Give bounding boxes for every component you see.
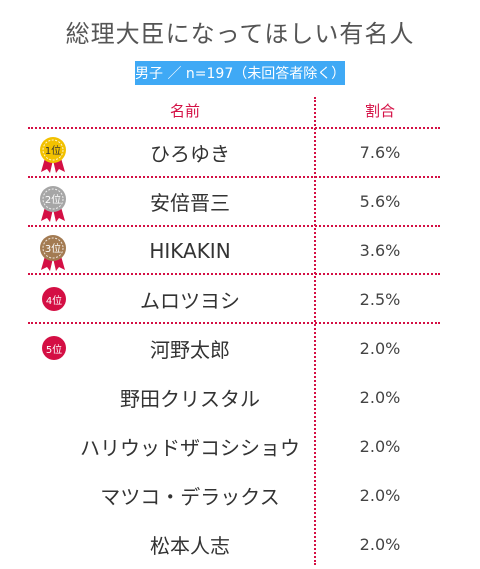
celebrity-name: ハリウッドザコシショウ [80,436,300,460]
table-row: 5位 河野太郎 2.0% [0,324,480,373]
sample-size-label: 男子 ／ n=197（未回答者除く） [135,61,345,85]
bronze-medal-icon: 3位 [36,234,70,272]
percent-value: 5.6% [359,192,401,211]
celebrity-name: 松本人志 [150,534,230,558]
percent-value: 2.5% [359,290,401,309]
gold-medal-icon: 1位 [36,136,70,174]
percent-value: 2.0% [359,388,401,407]
celebrity-name: マツコ・デラックス [100,485,280,509]
row-separator [28,225,440,227]
percent-value: 7.6% [359,143,401,162]
rank-label: 3位 [44,244,62,255]
table-row: 野田クリスタル 2.0% [0,373,480,422]
table-row: ハリウッドザコシショウ 2.0% [0,422,480,471]
rank-badge-icon: 4位 [42,287,66,311]
rank-label: 1位 [44,146,62,157]
column-divider [314,97,316,565]
row-separator [28,176,440,178]
row-separator [28,322,440,324]
table-row: 3位 HIKAKIN 3.6% [0,226,480,275]
celebrity-name: 安倍晋三 [150,191,230,215]
celebrity-name: 野田クリスタル [120,387,260,411]
celebrity-name: ムロツヨシ [140,289,240,313]
silver-medal-icon: 2位 [36,185,70,223]
chart-title: 総理大臣になってほしい有名人 [65,20,415,48]
celebrity-name: ひろゆき [150,142,230,166]
name-column-header: 名前 [169,102,200,120]
percent-column-header: 割合 [364,102,395,120]
percent-value: 3.6% [359,241,401,260]
percent-value: 2.0% [359,339,401,358]
percent-value: 2.0% [359,535,401,554]
percent-value: 2.0% [359,437,401,456]
row-separator [28,127,440,129]
table-row: 2位 安倍晋三 5.6% [0,177,480,226]
rank-label: 2位 [44,195,62,206]
rank-badge-icon: 5位 [42,336,66,360]
celebrity-name: HIKAKIN [149,238,231,263]
row-separator [28,273,440,275]
table-row: 1位 ひろゆき 7.6% [0,128,480,177]
table-row: 4位 ムロツヨシ 2.5% [0,275,480,324]
table-row: 松本人志 2.0% [0,520,480,569]
percent-value: 2.0% [359,486,401,505]
table-row: マツコ・デラックス 2.0% [0,471,480,520]
celebrity-name: 河野太郎 [150,338,230,362]
